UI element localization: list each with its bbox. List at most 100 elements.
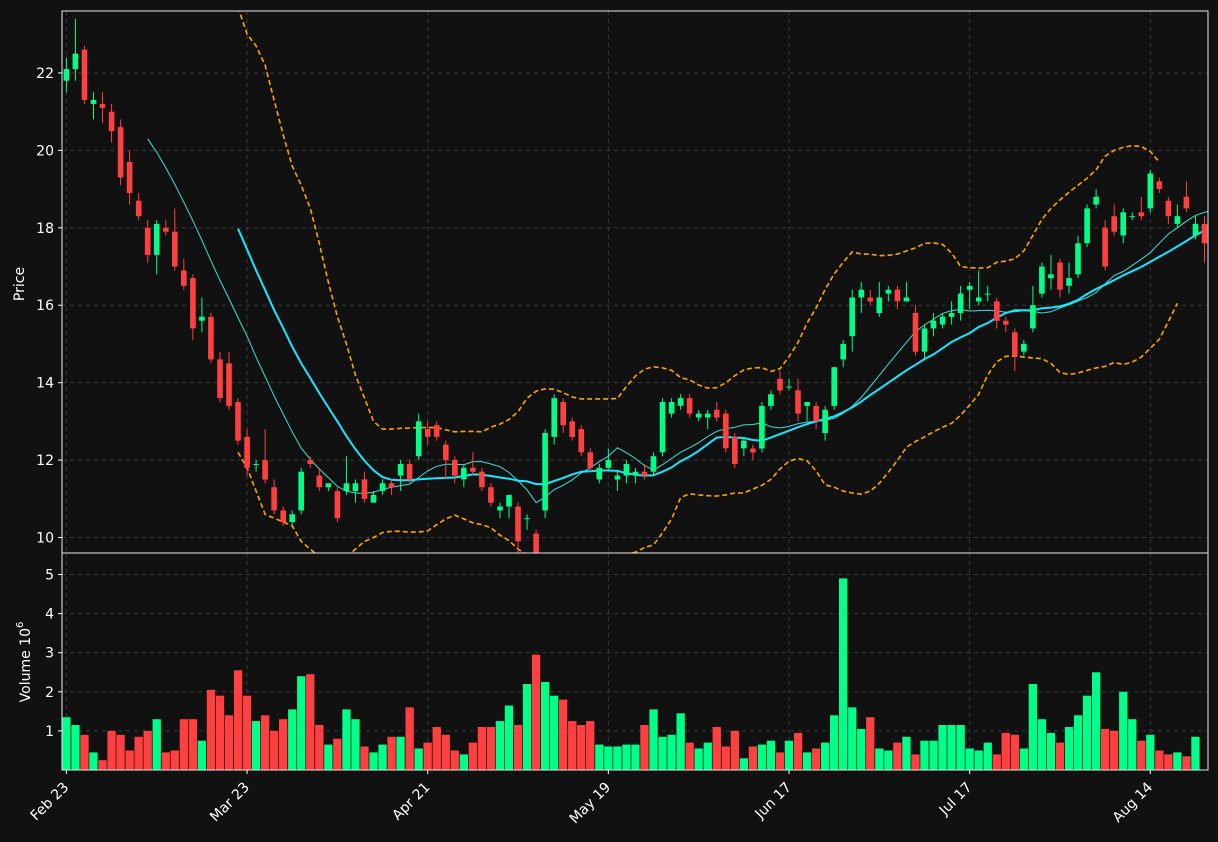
volume-bar bbox=[378, 744, 387, 770]
candle-body bbox=[1030, 305, 1036, 329]
volume-bar bbox=[80, 734, 89, 770]
candle-body bbox=[1084, 208, 1090, 244]
price-panel: 10 12 14 16 18 20 22 Price bbox=[12, 10, 1209, 554]
candle-body bbox=[226, 363, 232, 406]
volume-bar bbox=[522, 684, 532, 770]
volume-bar bbox=[929, 740, 938, 770]
volume-bar bbox=[1037, 719, 1047, 770]
candle-body bbox=[271, 487, 277, 511]
candle-body bbox=[126, 162, 133, 193]
candle-body bbox=[876, 297, 883, 313]
volume-bar bbox=[1019, 748, 1028, 770]
volume-bar bbox=[188, 719, 197, 770]
candle-body bbox=[858, 289, 865, 298]
candle-body bbox=[768, 394, 774, 406]
volume-bar bbox=[215, 695, 225, 770]
volume-bar bbox=[98, 760, 107, 770]
volume-bar bbox=[884, 750, 893, 770]
volume-bar bbox=[432, 727, 441, 770]
price-axis-label: Price bbox=[12, 267, 28, 301]
volume-bar bbox=[983, 742, 992, 770]
volume-bar bbox=[974, 750, 983, 770]
volume-bar bbox=[107, 730, 116, 770]
candle-body bbox=[741, 440, 747, 449]
volume-panel: 1 2 3 4 5 Volume 106 bbox=[15, 552, 1209, 771]
volume-bar bbox=[396, 736, 405, 770]
candle-body bbox=[912, 313, 919, 352]
volume-axis-label: Volume 106 bbox=[15, 622, 34, 703]
candle-body bbox=[397, 464, 404, 476]
candle-body bbox=[163, 227, 169, 232]
candle-body bbox=[1066, 278, 1072, 286]
volume-bar bbox=[197, 740, 206, 770]
candle-body bbox=[578, 429, 585, 453]
candle-body bbox=[253, 464, 259, 465]
volume-bar bbox=[595, 744, 604, 770]
candle-body bbox=[99, 103, 106, 108]
volume-bar bbox=[315, 725, 324, 770]
candle-body bbox=[1003, 320, 1009, 325]
volume-bar bbox=[143, 730, 152, 770]
volume-bar bbox=[649, 709, 658, 770]
candle-body bbox=[1120, 212, 1126, 236]
volume-bar bbox=[658, 736, 667, 770]
candle-body bbox=[1147, 173, 1154, 209]
volume-bar bbox=[604, 746, 613, 770]
candle-body bbox=[433, 425, 440, 437]
volume-bar bbox=[757, 744, 767, 770]
candle-body bbox=[352, 483, 359, 491]
volume-bar bbox=[306, 674, 315, 770]
volume-bar bbox=[640, 725, 649, 770]
candle-body bbox=[587, 452, 594, 468]
volume-bar bbox=[739, 758, 748, 770]
volume-tick-label: 4 bbox=[45, 607, 54, 623]
candle-body bbox=[443, 444, 449, 461]
volume-bar bbox=[721, 746, 730, 770]
candle-body bbox=[614, 475, 621, 480]
volume-bar bbox=[270, 730, 279, 770]
candle-body bbox=[831, 367, 837, 406]
volume-y-ticks: 1 2 3 4 5 bbox=[45, 568, 62, 740]
ma-long-line bbox=[237, 228, 1205, 486]
candle-body bbox=[1075, 243, 1081, 275]
candle-body bbox=[704, 413, 711, 418]
candle-body bbox=[1165, 200, 1172, 217]
volume-axis-exponent: 6 bbox=[15, 622, 26, 628]
candle-body bbox=[90, 100, 97, 104]
candle-body bbox=[984, 293, 991, 295]
candle-body bbox=[560, 402, 566, 426]
volume-bar bbox=[1191, 736, 1200, 770]
candle-body bbox=[569, 421, 575, 437]
moving-averages bbox=[147, 138, 1208, 504]
volume-bar bbox=[577, 725, 586, 770]
volume-grid bbox=[62, 553, 1208, 770]
candle-body bbox=[659, 402, 666, 453]
volume-bar bbox=[206, 689, 216, 770]
volume-bar bbox=[387, 736, 396, 770]
candle-body bbox=[1174, 216, 1181, 224]
candle-body bbox=[1201, 223, 1208, 244]
candle-body bbox=[813, 405, 819, 422]
volume-bar bbox=[297, 676, 306, 770]
candle-body bbox=[948, 313, 955, 317]
volume-bar bbox=[1146, 734, 1155, 770]
candle-body bbox=[551, 398, 557, 437]
volume-bar bbox=[1173, 752, 1182, 770]
candle-body bbox=[686, 398, 693, 414]
volume-bar bbox=[613, 746, 622, 770]
candle-body bbox=[235, 402, 241, 441]
volume-bar bbox=[152, 719, 161, 770]
candle-body bbox=[650, 456, 657, 472]
volume-bar bbox=[902, 736, 911, 770]
candle-body bbox=[370, 494, 377, 503]
volume-bar bbox=[441, 734, 450, 770]
volume-bar bbox=[504, 705, 514, 770]
candle-body bbox=[632, 471, 639, 476]
volume-bar bbox=[1073, 715, 1083, 770]
volume-bar bbox=[667, 734, 676, 770]
volume-axis-label-text: Volume 10 bbox=[18, 628, 34, 702]
candle-body bbox=[1039, 266, 1045, 294]
candle-body bbox=[452, 460, 458, 476]
candle-body bbox=[181, 270, 187, 286]
